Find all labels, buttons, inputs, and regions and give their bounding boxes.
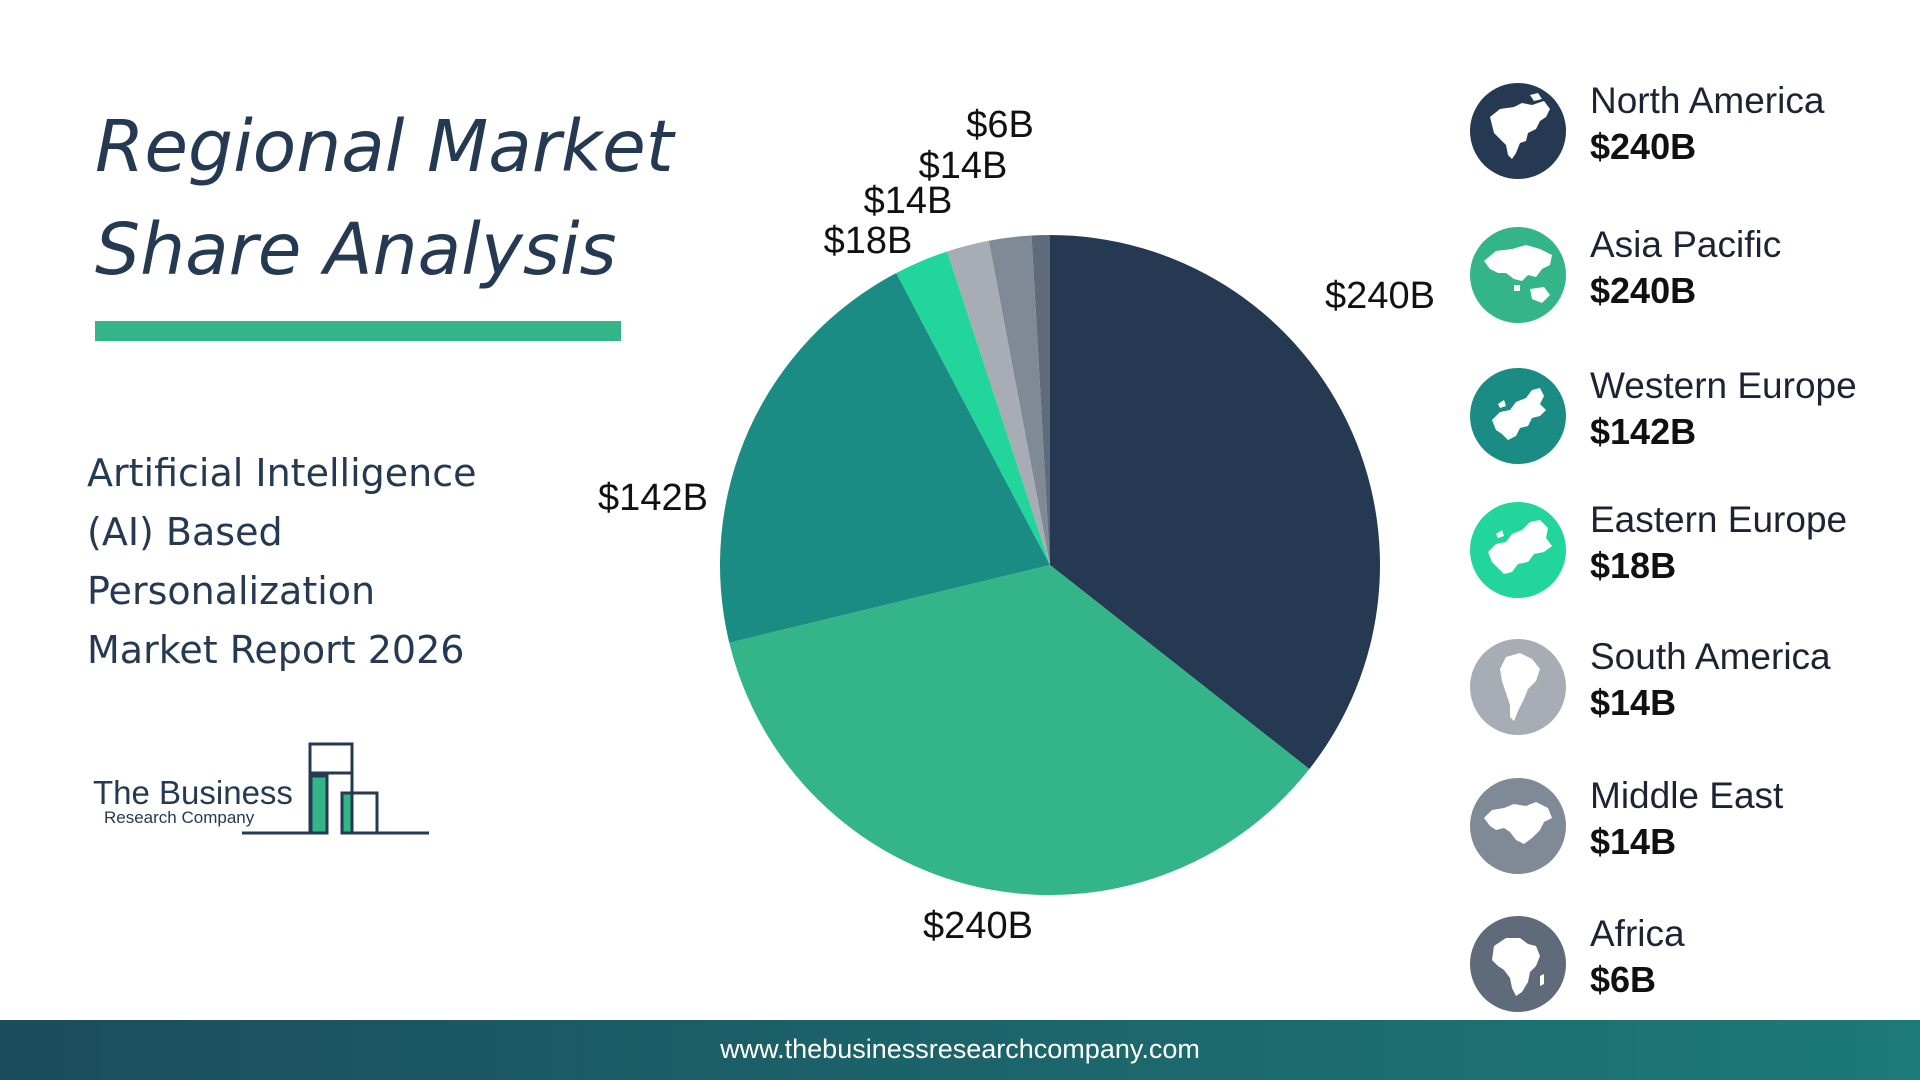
legend-item-asia-pacific: Asia Pacific $240B (1470, 224, 1910, 324)
eastern-europe-map-icon (1470, 502, 1566, 598)
pie-value-label-south-america: $14B (864, 180, 953, 222)
page-title-line-2: Share Analysis (95, 208, 617, 291)
pie-value-label-western-europe: $142B (598, 477, 708, 519)
legend-value: $18B (1590, 545, 1677, 586)
legend-value: $240B (1590, 270, 1697, 311)
pie-slice-south-america (947, 240, 1050, 566)
pie-value-label-africa: $6B (966, 104, 1034, 146)
pie-slice-western-europe (720, 273, 1050, 643)
report-name-line-4: Market Report 2026 (87, 628, 465, 672)
report-name-line-3: Personalization (87, 569, 376, 613)
asia-pacific-map-icon (1470, 227, 1566, 323)
legend-label: Africa (1590, 913, 1685, 954)
pie-slice-north-america (1050, 235, 1380, 770)
legend-item-africa: Africa $6B (1470, 913, 1910, 1013)
regional-share-pie-chart: $240B$240B$142B$18B$14B$14B$6B (598, 104, 1435, 947)
legend-item-south-america: South America $14B (1470, 636, 1910, 736)
footer-bar: www.thebusinessresearchcompany.com (0, 1020, 1920, 1080)
legend-item-eastern-europe: Eastern Europe $18B (1470, 499, 1910, 599)
middle-east-map-icon (1470, 778, 1566, 874)
logo-name: The Business (93, 774, 293, 811)
legend-value: $142B (1590, 411, 1697, 452)
legend-label: North America (1590, 80, 1825, 121)
logo-buildings-icon (242, 742, 429, 835)
logo-tagline: Research Company (104, 808, 255, 827)
legend-label: Asia Pacific (1590, 224, 1782, 265)
page-title: Regional Market Share Analysis (95, 95, 695, 301)
pie-value-label-middle-east: $14B (919, 145, 1008, 187)
north-america-map-icon (1470, 83, 1566, 179)
south-america-map-icon (1470, 639, 1566, 735)
legend-value: $6B (1590, 959, 1657, 1000)
legend-item-western-europe: Western Europe $142B (1470, 365, 1910, 465)
pie-value-label-asia-pacific: $240B (923, 905, 1033, 947)
report-name-line-2: (AI) Based (87, 510, 283, 554)
legend-item-middle-east: Middle East $14B (1470, 775, 1910, 875)
pie-value-label-eastern-europe: $18B (824, 220, 913, 262)
legend-label: Middle East (1590, 775, 1784, 816)
footer-website-link[interactable]: www.thebusinessresearchcompany.com (720, 1034, 1200, 1064)
pie-slice-asia-pacific (729, 565, 1310, 895)
page-title-line-1: Regional Market (95, 105, 674, 188)
pie-slice-eastern-europe (896, 251, 1050, 565)
legend-label: Eastern Europe (1590, 499, 1848, 540)
western-europe-map-icon (1470, 368, 1566, 464)
pie-slice-africa (1031, 235, 1050, 565)
legend-label: Western Europe (1590, 365, 1857, 406)
legend-value: $240B (1590, 126, 1697, 167)
company-logo: The Business Research Company (92, 728, 437, 838)
pie-slice-middle-east (988, 235, 1050, 565)
legend-value: $14B (1590, 682, 1677, 723)
report-name: Artificial Intelligence (AI) Based Perso… (87, 444, 507, 680)
title-underline (95, 321, 621, 341)
legend-item-north-america: North America $240B (1470, 80, 1910, 180)
pie-value-label-north-america: $240B (1325, 275, 1435, 317)
africa-map-icon (1470, 916, 1566, 1012)
legend-label: South America (1590, 636, 1831, 677)
report-name-line-1: Artificial Intelligence (87, 451, 477, 495)
legend-value: $14B (1590, 821, 1677, 862)
